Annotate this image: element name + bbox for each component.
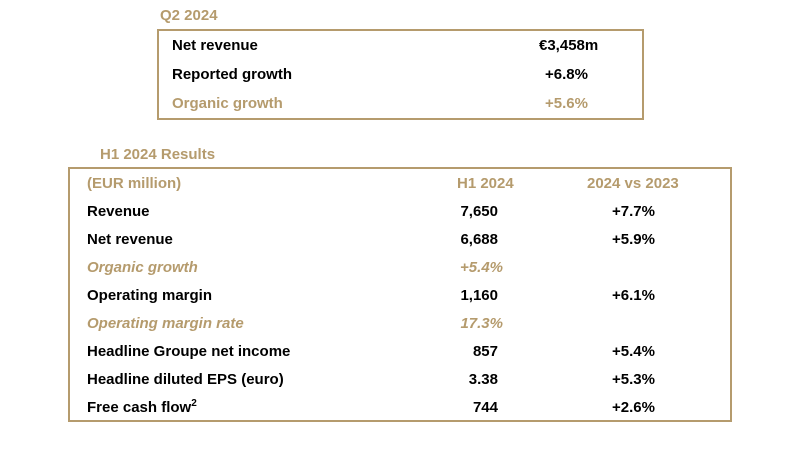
column-header-h1-2024: H1 2024	[457, 175, 514, 192]
row-value: 857	[472, 343, 498, 360]
column-header-change: 2024 vs 2023	[587, 175, 679, 192]
row-value: 17.3%	[460, 315, 503, 332]
row-value: 6,688	[460, 231, 498, 248]
row-value: 3.38	[468, 371, 498, 388]
table-row-revenue: Revenue 7,650 +7.7%	[70, 198, 730, 226]
q2-row-label: Reported growth	[172, 66, 292, 83]
row-label-group: Free cash flow2	[87, 394, 197, 422]
q2-row-value: +5.6%	[545, 95, 588, 112]
table-row-organic-growth: Organic growth +5.4%	[70, 254, 730, 282]
q2-row-value: +6.8%	[545, 66, 588, 83]
row-change: +5.9%	[612, 231, 655, 248]
q2-row-organic-growth: Organic growth +5.6%	[159, 90, 642, 118]
row-change: +6.1%	[612, 287, 655, 304]
q2-row-net-revenue: Net revenue €3,458m	[159, 32, 642, 60]
row-value: 744	[472, 399, 498, 416]
h1-title: H1 2024 Results	[100, 146, 216, 163]
row-value: +5.4%	[460, 259, 503, 276]
table-row-headline-net-income: Headline Groupe net income 857 +5.4%	[70, 338, 730, 366]
row-label: Revenue	[87, 203, 150, 220]
row-change: +5.4%	[612, 343, 655, 360]
table-row-free-cash-flow: Free cash flow2 744 +2.6%	[70, 394, 730, 422]
row-label: Organic growth	[87, 259, 198, 276]
h1-results-table: (EUR million) H1 2024 2024 vs 2023 Reven…	[68, 167, 732, 422]
q2-row-value: €3,458m	[539, 37, 599, 54]
row-change: +7.7%	[612, 203, 655, 220]
table-header: (EUR million) H1 2024 2024 vs 2023	[70, 170, 730, 198]
table-row-operating-margin: Operating margin 1,160 +6.1%	[70, 282, 730, 310]
q2-row-reported-growth: Reported growth +6.8%	[159, 61, 642, 89]
row-label: Net revenue	[87, 231, 173, 248]
table-row-operating-margin-rate: Operating margin rate 17.3%	[70, 310, 730, 338]
q2-summary-box: Net revenue €3,458m Reported growth +6.8…	[157, 29, 644, 120]
q2-title: Q2 2024	[160, 7, 218, 24]
footnote-marker: 2	[191, 398, 197, 409]
row-value: 7,650	[460, 203, 498, 220]
row-value: 1,160	[460, 287, 498, 304]
row-label: Free cash flow	[87, 399, 192, 416]
row-change: +5.3%	[612, 371, 655, 388]
column-header-unit: (EUR million)	[87, 175, 182, 192]
table-row-net-revenue: Net revenue 6,688 +5.9%	[70, 226, 730, 254]
row-label: Headline Groupe net income	[87, 343, 291, 360]
row-label: Headline diluted EPS (euro)	[87, 371, 284, 388]
row-label: Operating margin	[87, 287, 213, 304]
row-label: Operating margin rate	[87, 315, 244, 332]
table-row-headline-diluted-eps: Headline diluted EPS (euro) 3.38 +5.3%	[70, 366, 730, 394]
row-change: +2.6%	[612, 399, 655, 416]
q2-row-label: Net revenue	[172, 37, 258, 54]
q2-row-label: Organic growth	[172, 95, 283, 112]
